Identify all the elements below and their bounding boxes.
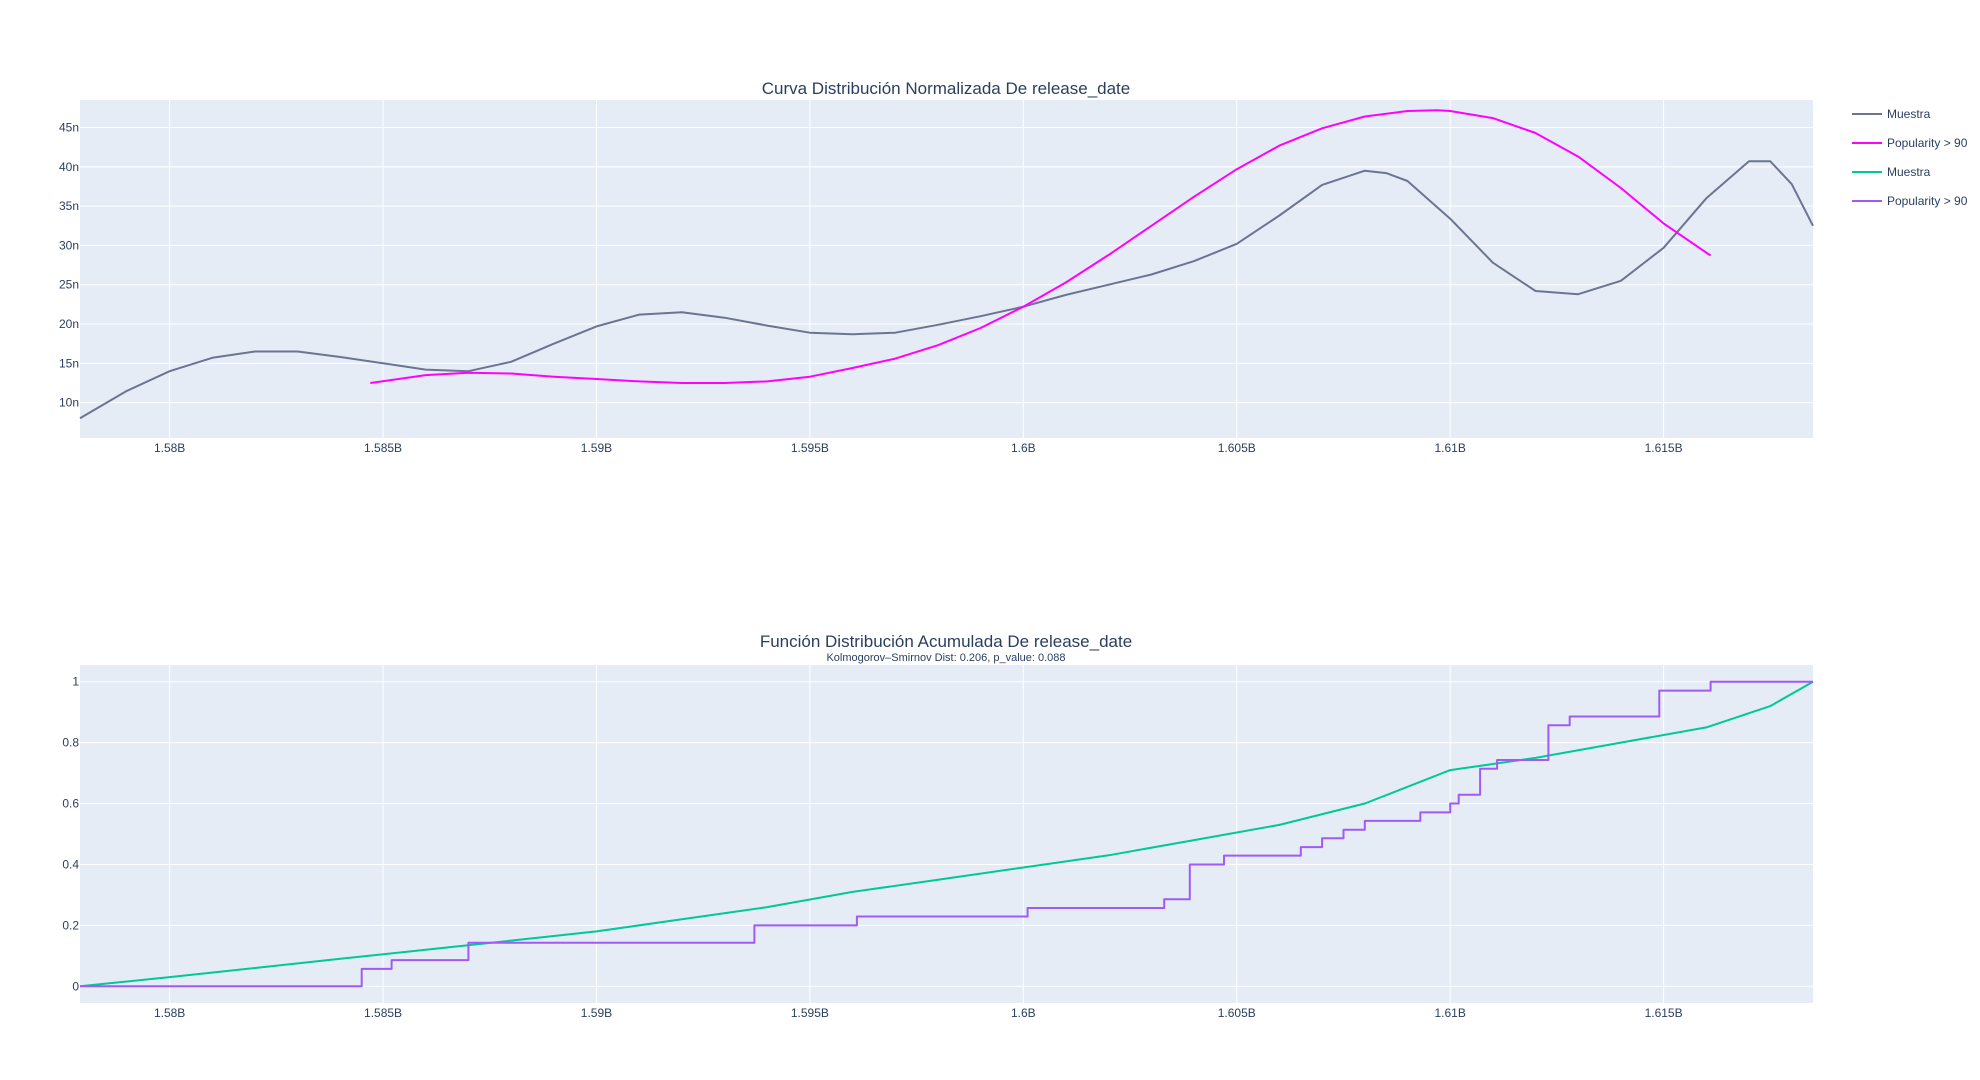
pdf-gridlines (80, 100, 1813, 438)
cdf-gridlines (80, 665, 1813, 1003)
x-tick-label: 1.615B (1645, 441, 1683, 455)
y-tick-label: 30n (59, 238, 79, 252)
y-tick-label: 45n (59, 121, 79, 135)
legend-item-muestra-cdf[interactable]: Muestra (1852, 165, 1931, 179)
x-tick-label: 1.585B (364, 441, 402, 455)
pdf-chart: 1.58B 1.585B 1.59B 1.595B 1.6B 1.605B 1.61B 1.6… (59, 79, 1814, 455)
pdf-plot-area[interactable] (80, 100, 1813, 438)
pdf-chart-title: Curva Distribución Normalizada De releas… (762, 79, 1131, 98)
x-tick-label: 1.61B (1435, 1006, 1466, 1020)
x-tick-label: 1.58B (154, 1006, 185, 1020)
y-tick-label: 35n (59, 199, 79, 213)
y-tick-label: 0 (72, 979, 79, 993)
y-tick-label: 25n (59, 278, 79, 292)
x-tick-label: 1.58B (154, 441, 185, 455)
legend: Muestra Popularity > 90 Muestra Populari… (1852, 107, 1968, 208)
cdf-chart-title: Función Distribución Acumulada De releas… (760, 632, 1132, 651)
cdf-chart: 1.58B 1.585B 1.59B 1.595B 1.6B 1.605B 1.61B 1.6… (62, 632, 1814, 1020)
pdf-x-axis: 1.58B 1.585B 1.59B 1.595B 1.6B 1.605B 1.61B 1.6… (154, 441, 1683, 455)
cdf-series (79, 680, 1814, 988)
y-tick-label: 0.2 (62, 918, 79, 932)
legend-item-popularity-pdf[interactable]: Popularity > 90 (1852, 136, 1968, 150)
x-tick-label: 1.605B (1218, 1006, 1256, 1020)
cdf-x-axis: 1.58B 1.585B 1.59B 1.595B 1.6B 1.605B 1.61B 1.6… (154, 1006, 1683, 1020)
x-tick-label: 1.61B (1435, 441, 1466, 455)
pdf-series (79, 109, 1814, 420)
cdf-series-line-popularity[interactable] (80, 680, 1813, 988)
legend-item-popularity-cdf[interactable]: Popularity > 90 (1852, 194, 1968, 208)
ks-test-subtitle: Kolmogorov–Smirnov Dist: 0.206, p_value:… (826, 652, 1065, 664)
legend-item-muestra-pdf[interactable]: Muestra (1852, 107, 1931, 121)
y-tick-label: 20n (59, 317, 79, 331)
x-tick-label: 1.59B (581, 441, 612, 455)
y-tick-label: 10n (59, 396, 79, 410)
legend-label: Popularity > 90 (1887, 194, 1968, 208)
x-tick-label: 1.605B (1218, 441, 1256, 455)
legend-label: Popularity > 90 (1887, 136, 1968, 150)
y-tick-label: 40n (59, 160, 79, 174)
cdf-plot-area[interactable] (80, 665, 1813, 1003)
x-tick-label: 1.6B (1011, 441, 1036, 455)
x-tick-label: 1.59B (581, 1006, 612, 1020)
pdf-y-axis: 10n 15n 20n 25n 30n 35n 40n 45n (59, 121, 79, 410)
legend-label: Muestra (1887, 107, 1931, 121)
y-tick-label: 0.6 (62, 797, 79, 811)
cdf-series-line-muestra[interactable] (79, 680, 1814, 988)
y-tick-label: 0.4 (62, 857, 79, 871)
y-tick-label: 15n (59, 356, 79, 370)
pdf-series-line-popularity[interactable] (370, 109, 1712, 384)
pdf-series-line-muestra[interactable] (79, 160, 1814, 420)
y-tick-label: 0.8 (62, 736, 79, 750)
x-tick-label: 1.615B (1645, 1006, 1683, 1020)
x-tick-label: 1.6B (1011, 1006, 1036, 1020)
y-tick-label: 1 (72, 675, 79, 689)
legend-label: Muestra (1887, 165, 1931, 179)
x-tick-label: 1.595B (791, 441, 829, 455)
x-tick-label: 1.585B (364, 1006, 402, 1020)
cdf-y-axis: 0 0.2 0.4 0.6 0.8 1 (62, 675, 79, 994)
x-tick-label: 1.595B (791, 1006, 829, 1020)
